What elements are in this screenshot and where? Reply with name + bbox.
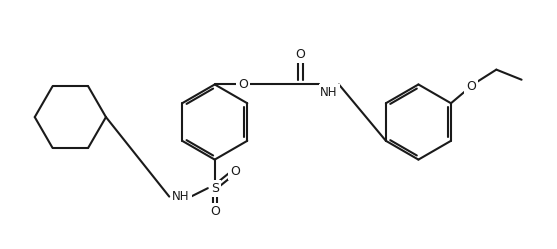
Text: O: O <box>210 205 219 218</box>
Text: O: O <box>238 78 248 91</box>
Text: S: S <box>211 182 219 195</box>
Text: O: O <box>230 165 240 178</box>
Text: O: O <box>296 48 305 61</box>
Text: NH: NH <box>320 86 338 99</box>
Text: O: O <box>466 80 476 93</box>
Text: NH: NH <box>172 190 190 203</box>
